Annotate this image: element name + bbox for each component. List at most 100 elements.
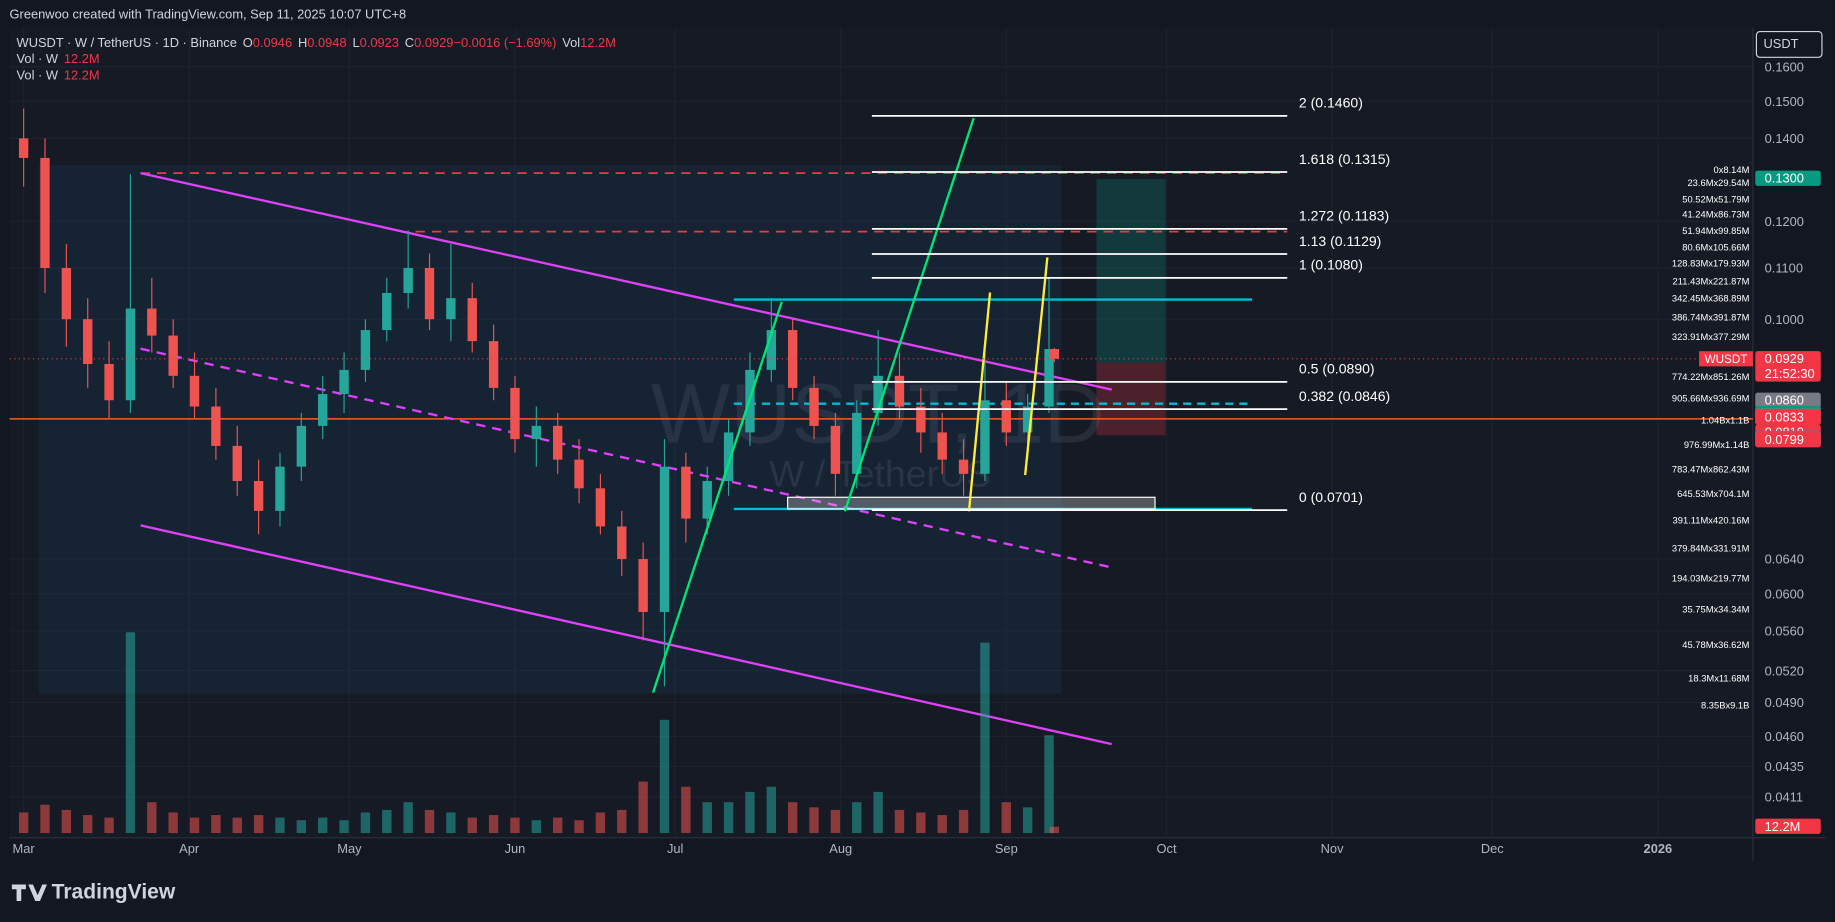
volume-bar: [787, 802, 798, 834]
volume-bar: [275, 817, 285, 834]
volume-bar: [467, 817, 477, 834]
candle-body: [40, 157, 50, 268]
volume-bar: [125, 632, 136, 834]
candle-body: [638, 559, 648, 612]
x-tick-label: Apr: [179, 841, 200, 856]
y-tick-label: 0.1400: [1765, 131, 1804, 146]
volume-bar: [488, 815, 499, 834]
volume-label-box: [1755, 818, 1821, 834]
volume-label: 12.2M: [1765, 819, 1801, 834]
channel-line: [140, 524, 1112, 746]
ohlc-value: 0.0929: [414, 35, 453, 50]
volume-bar: [595, 812, 606, 834]
volume-bar: [296, 820, 307, 834]
countdown: 21:52:30: [1765, 366, 1815, 381]
profile-label: 45.78Mx36.62M: [1682, 640, 1749, 650]
x-tick-label: Mar: [13, 841, 36, 856]
volume-bar: [147, 802, 157, 834]
candle-body: [253, 481, 264, 511]
volume-bar: [702, 802, 712, 834]
indicator-value: 12.2M: [64, 68, 100, 83]
y-tick-label: 0.0560: [1765, 623, 1804, 638]
volume-bar: [681, 786, 691, 834]
impulse-line: [651, 301, 783, 694]
fib-label: 1 (0.1080): [1299, 257, 1363, 273]
volume-bar: [360, 812, 371, 834]
candle-body: [424, 267, 435, 320]
volume-bar: [510, 817, 520, 834]
profile-label: 386.74Mx391.87M: [1672, 313, 1750, 323]
volume-bar: [958, 809, 969, 834]
fib-label: 1.13 (0.1129): [1299, 233, 1381, 249]
candle-body: [617, 526, 627, 560]
impulse-line: [967, 292, 992, 512]
profile-label: 0x8.14M: [1713, 165, 1749, 175]
indicator-name: Vol · W: [17, 68, 59, 83]
candle-body: [595, 488, 606, 527]
price-label-box: [1755, 432, 1821, 448]
indicator-value: 12.2M: [64, 51, 100, 66]
symbol-tag-text: WUSDT: [1705, 353, 1748, 366]
symbol-legend: WUSDT · W / TetherUS · 1D · Binance O0.09…: [17, 35, 616, 50]
ohlc-value: 0.0948: [307, 35, 346, 50]
candle-body: [766, 330, 776, 370]
y-tick-label: 0.1600: [1765, 59, 1804, 74]
candle-body: [403, 267, 413, 293]
y-tick-label: 0.0460: [1765, 729, 1804, 744]
price-label-box: [1755, 170, 1821, 186]
y-tick-label: 0.1500: [1765, 94, 1804, 109]
y-tick-label: 0.0490: [1765, 695, 1804, 710]
profile-label: 211.43Mx221.87M: [1673, 276, 1750, 286]
fib-label: 0.5 (0.0890): [1299, 361, 1375, 377]
candle-body: [18, 138, 29, 158]
volume-bar: [1001, 802, 1011, 834]
volume-bar: [980, 642, 990, 834]
ohlc-key: O: [243, 35, 253, 50]
volume-bar: [446, 812, 456, 834]
volume-bar: [61, 809, 72, 834]
x-tick-label: Oct: [1157, 841, 1177, 856]
channel-line: [140, 172, 1112, 391]
volume-bar: [894, 809, 905, 834]
x-tick-label: Jun: [505, 841, 526, 856]
x-tick-label: Nov: [1321, 841, 1344, 856]
volume-bar: [617, 809, 627, 834]
y-tick-label: 0.0600: [1765, 586, 1804, 601]
candle-body: [339, 369, 349, 395]
profile-label: 80.6Mx105.66M: [1682, 242, 1749, 252]
currency-box: [1755, 31, 1823, 58]
candle-body: [873, 375, 883, 413]
y-tick-label: 0.0640: [1765, 552, 1804, 567]
volume-bar: [553, 817, 563, 834]
candle-body: [232, 445, 242, 482]
candle-body: [296, 425, 307, 467]
currency: USDT: [1763, 36, 1798, 51]
indicator-name: Vol · W: [17, 51, 59, 66]
candle-body: [1022, 406, 1033, 433]
volume-bar: [531, 820, 542, 834]
ohlc-value: 0.0946: [253, 35, 292, 50]
profile-label: 23.6Mx29.54M: [1687, 178, 1749, 188]
ohlc-key: C: [405, 35, 414, 50]
profile-label: 128.83Mx179.93M: [1672, 259, 1750, 269]
candle-body: [83, 319, 93, 365]
candle-body: [916, 406, 926, 433]
ohlc-value: 12.2M: [580, 35, 616, 50]
ohlc-value: −0.0016 (−1.69%): [453, 35, 556, 50]
price-label-box: [1755, 351, 1821, 382]
fib-label: 0 (0.0701): [1299, 489, 1363, 505]
profile-label: 50.52Mx51.79M: [1682, 194, 1749, 204]
profile-label: 645.53Mx704.1M: [1677, 489, 1750, 499]
x-tick-label: Aug: [829, 841, 852, 856]
ohlc-value: 0.0923: [360, 35, 399, 50]
candles: [18, 108, 1060, 834]
brand: TradingView: [52, 881, 176, 904]
volume-bar: [659, 719, 670, 834]
fib-label: 1.618 (0.1315): [1299, 151, 1390, 167]
candle-body: [275, 466, 285, 511]
channel-mid: [140, 347, 1112, 569]
indicator-legend: Vol · W 12.2M: [17, 68, 100, 83]
candle-body: [1049, 349, 1060, 359]
profile-label: 1.04Bx1.1B: [1701, 415, 1749, 425]
